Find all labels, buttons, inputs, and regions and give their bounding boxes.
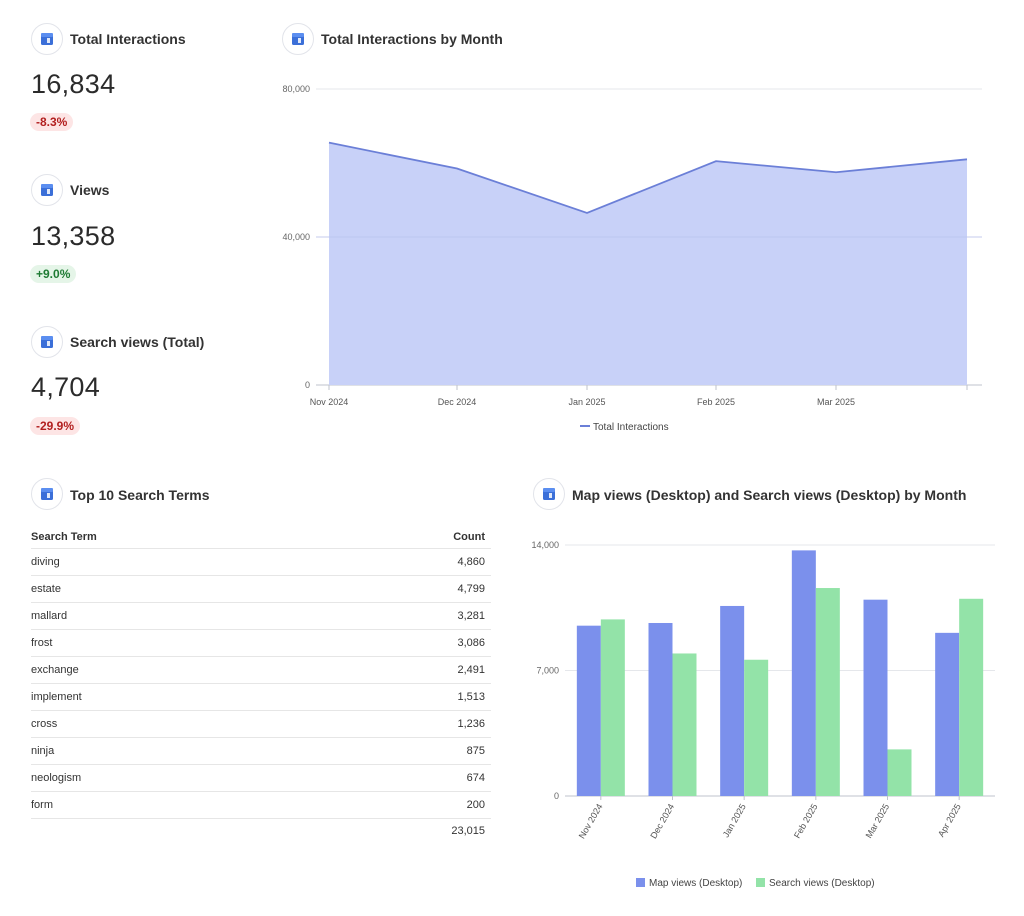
legend-label: Total Interactions <box>593 422 669 433</box>
search-views-bar <box>672 653 697 796</box>
area-fill <box>329 142 967 385</box>
y-tick-label: 0 <box>305 380 310 390</box>
table-row: form 200 <box>31 791 491 819</box>
kpi-delta-badge: +9.0% <box>30 265 77 283</box>
count-cell: 3,281 <box>318 602 491 630</box>
map-views-bar <box>576 625 601 796</box>
search-term-cell: form <box>31 791 319 819</box>
x-tick-label: Feb 2025 <box>792 802 820 840</box>
y-tick-label: 40,000 <box>282 232 310 242</box>
search-term-cell: neologism <box>31 764 319 792</box>
table-row: mallard 3,281 <box>31 602 491 630</box>
search-terms-table: Search Term Count diving 4,860 estate 4,799… <box>31 526 491 843</box>
search-term-cell: implement <box>31 683 319 711</box>
table-row: implement 1,513 <box>31 683 491 711</box>
count-cell: 1,236 <box>318 710 491 738</box>
table-total-row: 23,015 <box>31 819 491 844</box>
legend-swatch <box>756 878 765 887</box>
count-cell: 2,491 <box>318 656 491 684</box>
google-business-profile-icon <box>31 326 63 358</box>
map-views-bar <box>863 599 888 796</box>
y-tick-label: 0 <box>554 791 559 801</box>
kpi-delta-badge: -29.9% <box>30 417 81 435</box>
legend-swatch <box>636 878 645 887</box>
google-business-profile-icon <box>31 478 63 510</box>
count-cell: 674 <box>318 764 491 792</box>
google-business-profile-icon <box>282 23 314 55</box>
google-business-profile-icon <box>31 174 63 206</box>
table-header-row: Search Term Count <box>31 526 491 549</box>
search-term-cell: ninja <box>31 737 319 765</box>
legend-label: Search views (Desktop) <box>769 878 875 889</box>
map-views-bar <box>791 550 816 796</box>
y-tick-label: 80,000 <box>282 84 310 94</box>
x-tick-label: Nov 2024 <box>577 802 605 840</box>
table-row: ninja 875 <box>31 737 491 765</box>
count-cell: 200 <box>318 791 491 819</box>
bar-chart-title: Map views (Desktop) and Search views (De… <box>572 487 967 503</box>
google-business-profile-icon <box>31 23 63 55</box>
search-term-cell: exchange <box>31 656 319 684</box>
total-count-cell: 23,015 <box>451 825 485 837</box>
x-tick-label: Feb 2025 <box>697 397 735 407</box>
column-header-count: Count <box>318 526 491 549</box>
search-term-cell: diving <box>31 548 319 576</box>
kpi-delta-badge: -8.3% <box>30 113 74 131</box>
y-tick-label: 14,000 <box>531 540 559 550</box>
table-row: frost 3,086 <box>31 629 491 657</box>
map-views-bar <box>648 622 673 796</box>
x-tick-label: Nov 2024 <box>310 397 349 407</box>
kpi-value: 4,704 <box>31 372 101 402</box>
kpi-value: 13,358 <box>31 221 116 251</box>
count-cell: 3,086 <box>318 629 491 657</box>
column-header-term: Search Term <box>31 526 319 549</box>
search-term-cell: estate <box>31 575 319 603</box>
kpi-title: Search views (Total) <box>70 334 205 350</box>
table-row: cross 1,236 <box>31 710 491 738</box>
count-cell: 4,860 <box>318 548 491 576</box>
y-tick-label: 7,000 <box>536 666 559 676</box>
x-tick-label: Dec 2024 <box>648 802 676 840</box>
search-views-bar <box>887 749 912 796</box>
count-cell: 4,799 <box>318 575 491 603</box>
x-tick-label: Jan 2025 <box>721 802 748 839</box>
kpi-title: Total Interactions <box>70 31 186 47</box>
table-row: diving 4,860 <box>31 548 491 576</box>
count-cell: 1,513 <box>318 683 491 711</box>
search-term-cell: cross <box>31 710 319 738</box>
count-cell: 875 <box>318 737 491 765</box>
table-row: neologism 674 <box>31 764 491 792</box>
x-tick-label: Mar 2025 <box>817 397 855 407</box>
area-line <box>328 141 968 214</box>
search-terms-title: Top 10 Search Terms <box>70 487 210 503</box>
x-tick-label: Mar 2025 <box>864 802 892 840</box>
x-tick-label: Jan 2025 <box>568 397 605 407</box>
search-views-bar <box>815 588 840 796</box>
google-business-profile-icon <box>533 478 565 510</box>
kpi-title: Views <box>70 182 110 198</box>
x-tick-label: Apr 2025 <box>936 802 963 839</box>
area-chart-title: Total Interactions by Month <box>321 31 503 47</box>
search-term-cell: frost <box>31 629 319 657</box>
kpi-value: 16,834 <box>31 69 116 99</box>
search-views-bar <box>744 659 769 796</box>
table-row: estate 4,799 <box>31 575 491 603</box>
search-views-bar <box>600 619 625 796</box>
search-term-cell: mallard <box>31 602 319 630</box>
map-views-bar <box>935 632 960 796</box>
map-views-bar <box>720 605 745 796</box>
legend-label: Map views (Desktop) <box>649 878 742 889</box>
table-row: exchange 2,491 <box>31 656 491 684</box>
search-views-bar <box>959 598 984 796</box>
x-tick-label: Dec 2024 <box>438 397 477 407</box>
